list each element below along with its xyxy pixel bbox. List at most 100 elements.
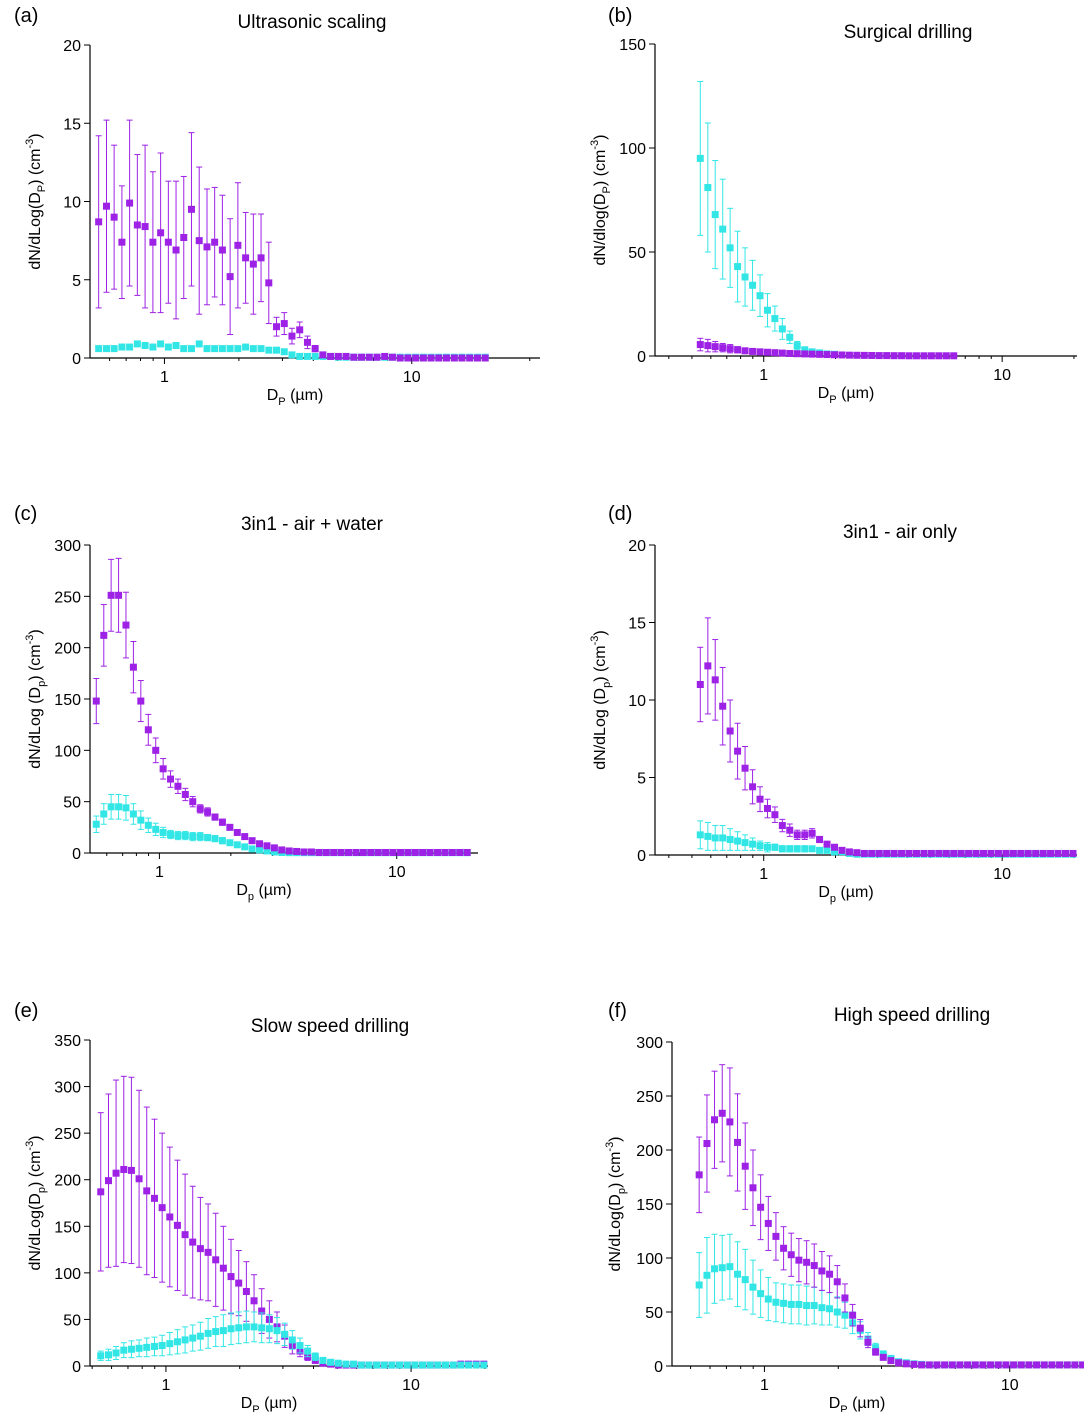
marker (826, 1305, 834, 1313)
marker (1054, 849, 1062, 857)
label-part: dN/dLog (D (27, 687, 44, 769)
x-tick-label: 10 (993, 367, 1011, 384)
marker (187, 205, 195, 213)
marker (150, 1342, 158, 1350)
marker (1010, 1361, 1018, 1369)
marker (242, 343, 250, 351)
marker (831, 351, 839, 359)
label-part: ) (592, 135, 609, 140)
marker (100, 810, 108, 818)
marker (345, 848, 353, 856)
label-part: dN/dLog(D (27, 192, 44, 269)
marker (127, 1166, 135, 1174)
marker (278, 846, 286, 854)
marker (133, 221, 141, 229)
label-part: dN/dLog (D (592, 688, 609, 770)
marker (334, 1359, 342, 1367)
marker (741, 347, 749, 355)
y-tick-label: 15 (63, 116, 81, 133)
x-axis-label: Dp (µm) (818, 884, 873, 905)
marker (810, 1262, 818, 1270)
marker (195, 340, 203, 348)
marker (927, 352, 935, 360)
marker (756, 842, 764, 850)
marker (935, 352, 943, 360)
label-part: ) (cm (27, 1151, 44, 1187)
marker (719, 225, 727, 233)
marker (157, 340, 165, 348)
plot-area (695, 1064, 1084, 1369)
y-tick-label: 0 (72, 1359, 81, 1376)
marker (319, 351, 327, 359)
panel: (e) Slow speed drilling 0 50 100 150 200 250 300… (14, 1000, 488, 1412)
marker (219, 1327, 227, 1335)
marker (696, 154, 704, 162)
marker (180, 345, 188, 353)
marker (97, 1352, 105, 1360)
y-axis-label: dN/dLog (Dp) (cm-3) (24, 629, 48, 769)
marker (120, 1165, 128, 1173)
label-part: dN/dlog(D (592, 193, 609, 265)
chart-title: High speed drilling (834, 1005, 990, 1026)
x-tick-label: 10 (993, 866, 1011, 883)
y-tick-label: 10 (628, 693, 646, 710)
y-tick-label: 20 (628, 538, 646, 555)
marker (927, 849, 935, 857)
y-tick-label: 200 (636, 1143, 663, 1160)
label-part: D (818, 884, 830, 901)
marker (257, 345, 265, 353)
marker (803, 1258, 811, 1266)
marker (181, 790, 189, 798)
label-part: ) (592, 630, 609, 635)
marker (248, 837, 256, 845)
marker (374, 848, 382, 856)
marker (189, 1334, 197, 1342)
marker (481, 354, 489, 362)
x-tick-label: 10 (1001, 1377, 1019, 1394)
plot-area (696, 617, 1077, 858)
marker (311, 352, 319, 360)
plot-area (696, 80, 958, 360)
marker (749, 783, 757, 791)
marker (711, 834, 719, 842)
marker (300, 848, 308, 856)
marker (898, 352, 906, 360)
marker (203, 345, 211, 353)
label-part: -3 (589, 636, 601, 646)
marker (718, 1264, 726, 1272)
chart-title: Ultrasonic scaling (238, 12, 387, 33)
y-tick-label: 50 (63, 795, 81, 812)
marker (158, 1204, 166, 1212)
marker (303, 352, 311, 360)
marker (466, 354, 474, 362)
marker (879, 1353, 887, 1361)
marker (95, 345, 103, 353)
marker (734, 837, 742, 845)
label-part: D (236, 882, 248, 899)
marker (763, 843, 771, 851)
label-part: ) (cm (592, 150, 609, 186)
marker (764, 1219, 772, 1227)
marker (711, 1116, 719, 1124)
marker (242, 1323, 250, 1331)
marker (288, 351, 296, 359)
marker (189, 798, 197, 806)
y-tick-label: 150 (54, 692, 81, 709)
marker (905, 352, 913, 360)
marker (120, 1346, 128, 1354)
marker (304, 1347, 312, 1355)
label-part: D (829, 1395, 841, 1412)
marker (910, 1360, 918, 1368)
marker (726, 836, 734, 843)
label-part: P (278, 396, 285, 408)
marker (756, 795, 764, 803)
marker (158, 1342, 166, 1350)
marker (734, 747, 742, 755)
marker (102, 345, 110, 353)
marker (696, 681, 704, 688)
marker (196, 805, 204, 813)
marker (778, 349, 786, 357)
marker (159, 765, 167, 773)
y-tick-label: 0 (637, 349, 646, 366)
label-part: ) (cm (27, 644, 44, 680)
